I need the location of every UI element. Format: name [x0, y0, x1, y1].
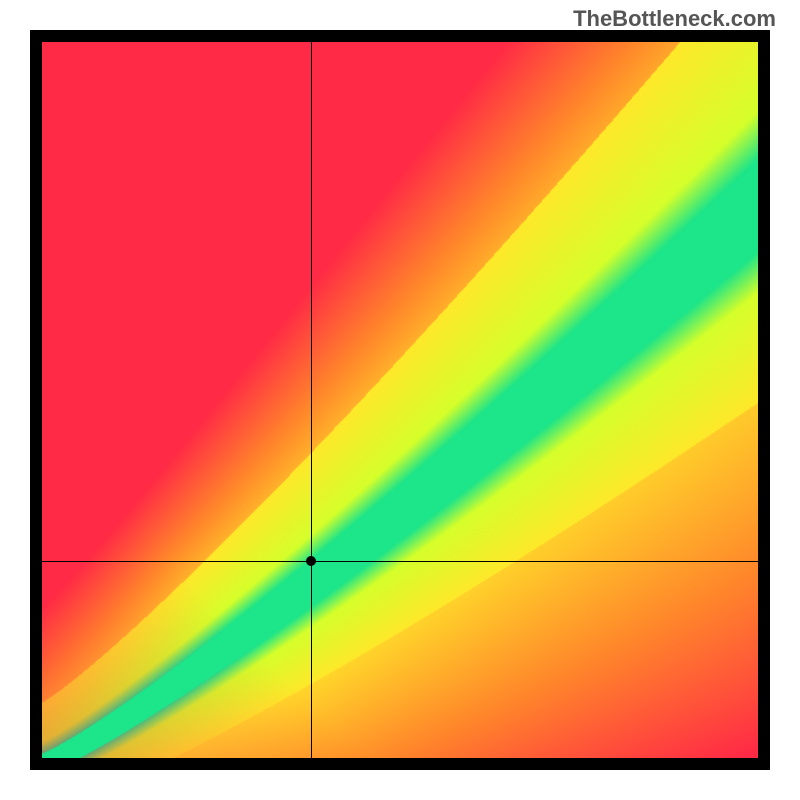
plot-area — [42, 42, 758, 758]
watermark-text: TheBottleneck.com — [573, 6, 776, 32]
heatmap-canvas — [42, 42, 758, 758]
crosshair-vertical — [311, 42, 312, 758]
plot-frame — [30, 30, 770, 770]
crosshair-marker — [306, 556, 316, 566]
crosshair-horizontal — [42, 561, 758, 562]
